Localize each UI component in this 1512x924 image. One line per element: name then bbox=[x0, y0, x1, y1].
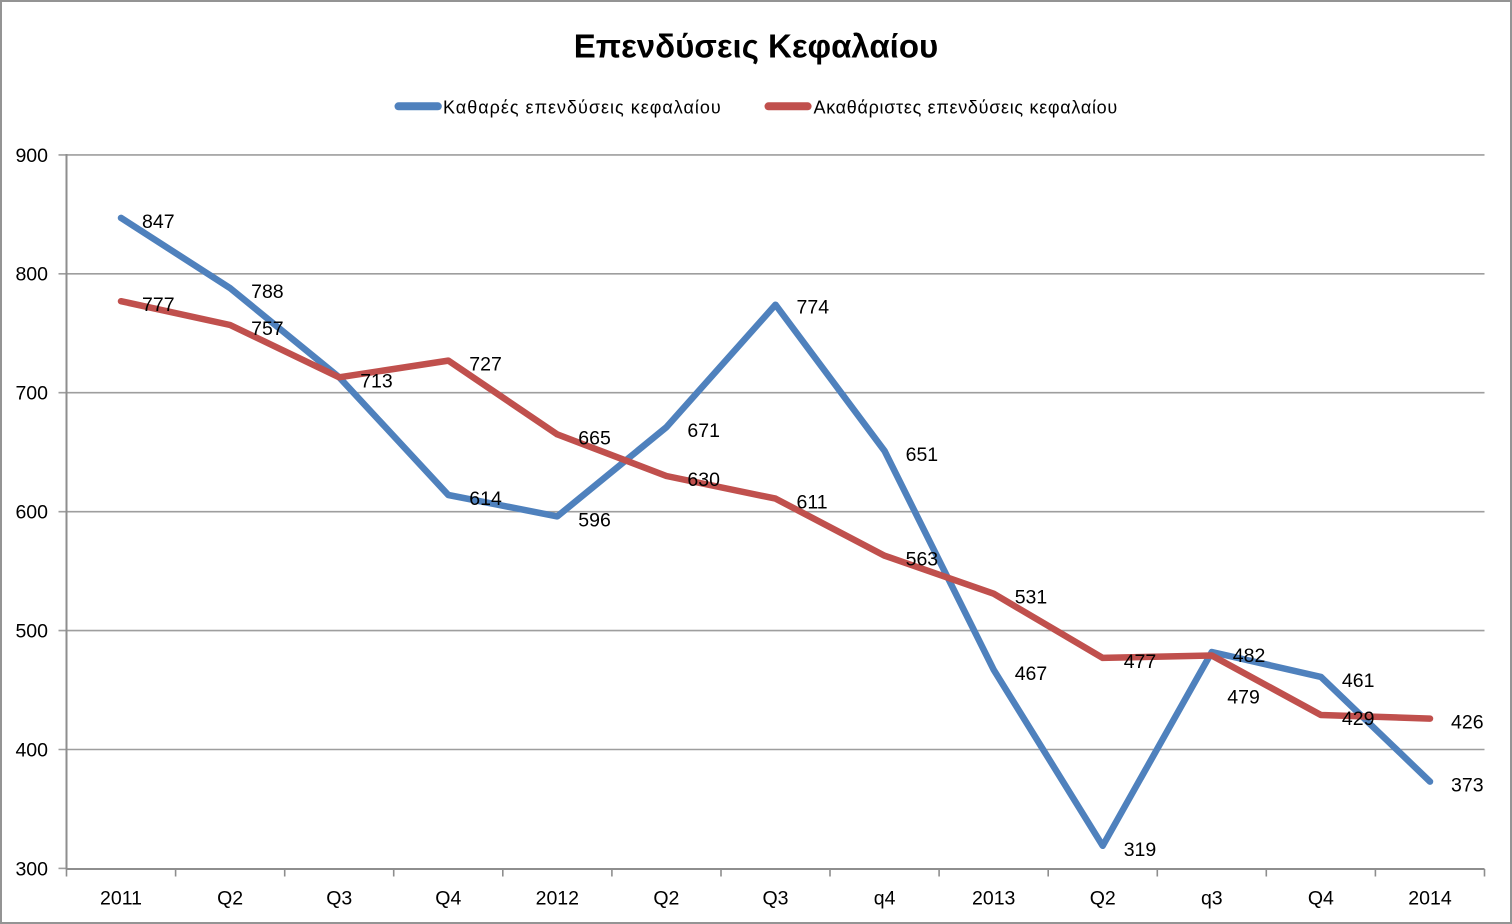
svg-text:774: 774 bbox=[797, 297, 830, 319]
svg-text:614: 614 bbox=[469, 488, 502, 510]
svg-text:477: 477 bbox=[1124, 651, 1157, 673]
svg-text:Q2: Q2 bbox=[1090, 888, 1116, 910]
svg-text:630: 630 bbox=[687, 469, 720, 491]
svg-text:482: 482 bbox=[1233, 645, 1266, 667]
svg-text:757: 757 bbox=[251, 318, 284, 340]
svg-text:2014: 2014 bbox=[1408, 888, 1452, 910]
svg-text:Q2: Q2 bbox=[653, 888, 679, 910]
svg-text:600: 600 bbox=[15, 502, 48, 524]
svg-text:900: 900 bbox=[15, 145, 48, 167]
svg-text:563: 563 bbox=[906, 549, 939, 571]
svg-text:429: 429 bbox=[1342, 708, 1375, 730]
svg-text:Q4: Q4 bbox=[435, 888, 461, 910]
svg-text:426: 426 bbox=[1451, 712, 1484, 734]
svg-text:700: 700 bbox=[15, 383, 48, 405]
svg-text:713: 713 bbox=[360, 370, 393, 392]
svg-text:Ακαθάριστες επενδύσεις κεφαλαί: Ακαθάριστες επενδύσεις κεφαλαίου bbox=[814, 98, 1118, 118]
svg-text:479: 479 bbox=[1227, 686, 1260, 708]
svg-text:Επενδύσεις Κεφαλαίου: Επενδύσεις Κεφαλαίου bbox=[574, 27, 938, 64]
svg-text:2013: 2013 bbox=[972, 888, 1015, 910]
svg-text:665: 665 bbox=[578, 427, 611, 449]
svg-text:531: 531 bbox=[1015, 587, 1048, 609]
svg-text:596: 596 bbox=[578, 509, 611, 531]
svg-text:2012: 2012 bbox=[536, 888, 579, 910]
svg-text:Q3: Q3 bbox=[762, 888, 788, 910]
svg-text:788: 788 bbox=[251, 281, 284, 303]
svg-text:q3: q3 bbox=[1201, 888, 1223, 910]
svg-text:300: 300 bbox=[15, 858, 48, 880]
svg-text:777: 777 bbox=[142, 294, 175, 316]
svg-text:2011: 2011 bbox=[100, 888, 142, 910]
svg-text:671: 671 bbox=[687, 420, 720, 442]
svg-text:400: 400 bbox=[15, 739, 48, 761]
svg-text:500: 500 bbox=[15, 621, 48, 643]
svg-text:319: 319 bbox=[1124, 839, 1157, 861]
svg-text:Q3: Q3 bbox=[326, 888, 352, 910]
svg-text:q4: q4 bbox=[874, 888, 896, 910]
svg-text:373: 373 bbox=[1451, 775, 1484, 797]
svg-text:Q4: Q4 bbox=[1308, 888, 1334, 910]
svg-text:727: 727 bbox=[469, 354, 502, 376]
svg-text:847: 847 bbox=[142, 211, 175, 233]
svg-text:651: 651 bbox=[906, 444, 939, 466]
svg-text:Καθαρές επενδύσεις κεφαλαίου: Καθαρές επενδύσεις κεφαλαίου bbox=[443, 98, 722, 118]
svg-text:461: 461 bbox=[1342, 670, 1375, 692]
svg-text:Q2: Q2 bbox=[217, 888, 243, 910]
svg-text:467: 467 bbox=[1015, 663, 1048, 685]
svg-text:800: 800 bbox=[15, 264, 48, 286]
svg-text:611: 611 bbox=[797, 492, 828, 514]
